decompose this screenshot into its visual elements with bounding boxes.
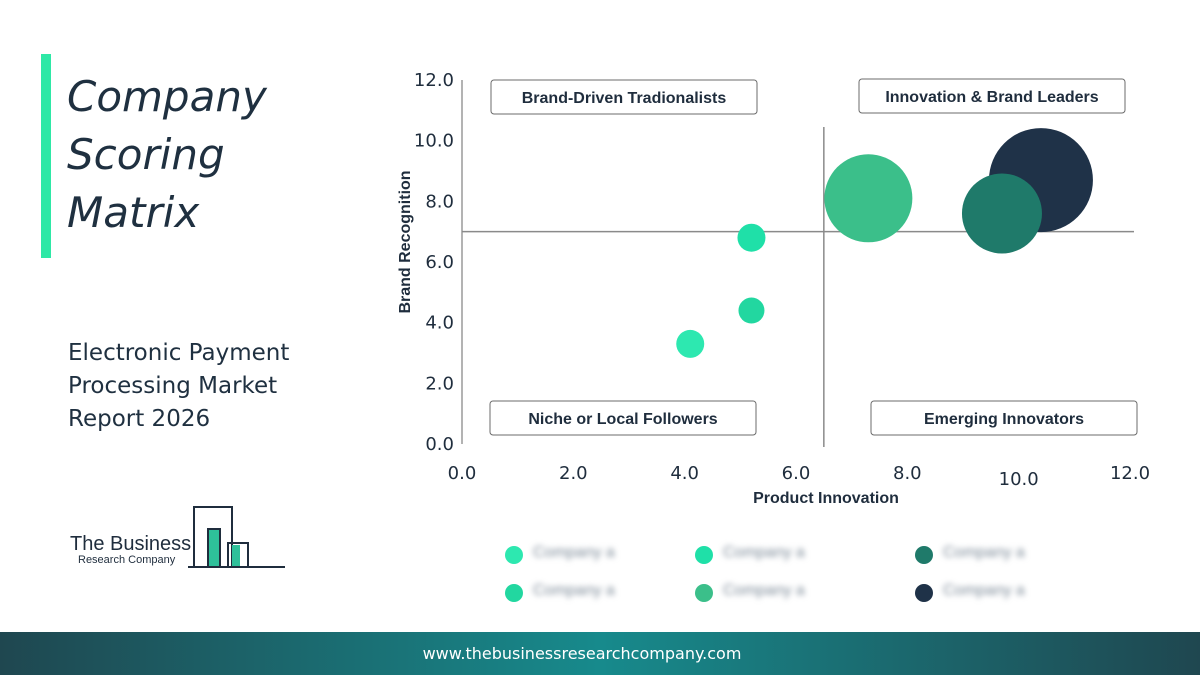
x-tick-label: 0.0 xyxy=(448,463,477,484)
legend-label: Company a xyxy=(533,544,615,561)
subtitle-line: Processing Market xyxy=(68,373,278,399)
x-axis-label: Product Innovation xyxy=(753,490,899,507)
quadrant-label-box xyxy=(858,78,1126,114)
quadrant-label: Emerging Innovators xyxy=(870,400,1138,436)
logo-buildings-icon xyxy=(188,506,285,568)
title-line: Company xyxy=(67,72,267,121)
x-tick-label: 10.0 xyxy=(999,469,1039,490)
y-tick-label: 6.0 xyxy=(425,252,454,273)
y-tick-label: 4.0 xyxy=(425,313,454,334)
x-tick-label: 4.0 xyxy=(670,463,699,484)
legend-color-dot xyxy=(695,584,713,602)
quadrant-label-box xyxy=(490,79,758,115)
quadrant-label-box xyxy=(489,400,757,436)
y-tick-label: 2.0 xyxy=(425,373,454,394)
chart-legend: Company a Company a Company a Company a Comp… xyxy=(505,540,1065,610)
logo-text-line2: Research Company xyxy=(78,554,176,566)
scoring-matrix-chart: 0.0 2.0 4.0 6.0 8.0 10.0 12.0 0.0 2.0 4.0 6.0 8.0 1… xyxy=(397,70,1150,507)
quadrant-label-text: Niche or Local Followers xyxy=(528,411,717,428)
quadrant-label-text: Brand-Driven Tradionalists xyxy=(522,90,727,107)
y-tick-label: 8.0 xyxy=(425,191,454,212)
legend-label: Company a xyxy=(723,544,805,561)
legend-color-dot xyxy=(505,546,523,564)
quadrant-label-box xyxy=(870,400,1138,436)
subtitle-line: Electronic Payment xyxy=(68,340,290,366)
legend-color-dot xyxy=(695,546,713,564)
x-tick-label: 2.0 xyxy=(559,463,588,484)
footer-url[interactable]: www.thebusinessresearchcompany.com xyxy=(422,644,742,663)
x-tick-label: 8.0 xyxy=(893,463,922,484)
legend-color-dot xyxy=(505,584,523,602)
legend-color-dot xyxy=(915,584,933,602)
bubble-point xyxy=(737,223,766,252)
quadrant-label-text: Innovation & Brand Leaders xyxy=(885,89,1098,106)
legend-label: Company a xyxy=(943,582,1025,599)
logo-text-line1: The Business xyxy=(70,533,192,555)
quadrant-label: Niche or Local Followers xyxy=(489,400,757,436)
title-line: Scoring xyxy=(67,130,225,179)
legend-label: Company a xyxy=(943,544,1025,561)
y-tick-label: 12.0 xyxy=(414,70,454,91)
x-tick-label: 6.0 xyxy=(782,463,811,484)
bubble-point xyxy=(738,297,765,324)
page-title: Company Scoring Matrix xyxy=(67,68,367,242)
bubble-point xyxy=(824,154,913,243)
company-logo: The Business Research Company xyxy=(70,505,290,575)
report-subtitle: Electronic Payment Processing Market Rep… xyxy=(68,337,348,436)
x-tick-label: 12.0 xyxy=(1110,463,1150,484)
legend-label: Company a xyxy=(723,582,805,599)
subtitle-line: Report 2026 xyxy=(68,406,211,432)
accent-bar xyxy=(41,54,51,258)
legend-label: Company a xyxy=(533,582,615,599)
bubble-point xyxy=(676,329,705,358)
title-line: Matrix xyxy=(67,188,200,237)
y-tick-label: 0.0 xyxy=(425,434,454,455)
bubble-point xyxy=(961,173,1042,254)
footer-bar: www.thebusinessresearchcompany.com xyxy=(0,632,1200,675)
y-axis-label: Brand Recognition xyxy=(397,170,414,313)
quadrant-label: Brand-Driven Tradionalists xyxy=(490,79,758,115)
quadrant-label-text: Emerging Innovators xyxy=(924,411,1084,428)
legend-color-dot xyxy=(915,546,933,564)
y-tick-label: 10.0 xyxy=(414,131,454,152)
quadrant-label: Innovation & Brand Leaders xyxy=(858,78,1126,114)
